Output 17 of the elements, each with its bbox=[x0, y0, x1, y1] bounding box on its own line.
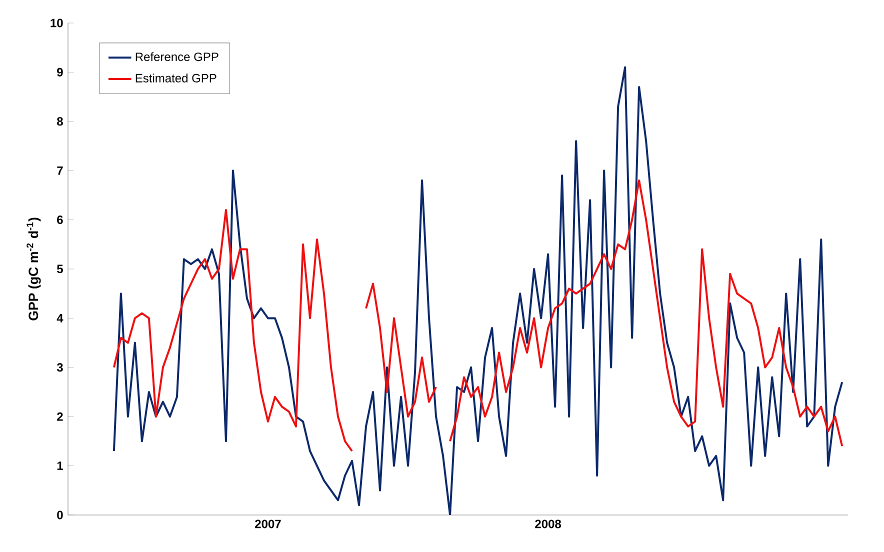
y-tick-label: 4 bbox=[56, 314, 64, 322]
y-tick-label: 6 bbox=[57, 216, 63, 224]
y-tick-label: 9 bbox=[57, 68, 63, 76]
x-tick-label: 2008 bbox=[535, 520, 562, 528]
line-series bbox=[112, 66, 844, 515]
y-tick-label: 5 bbox=[57, 264, 63, 274]
y-tick-label: 1 bbox=[57, 462, 63, 470]
y-tick-label: 3 bbox=[56, 363, 63, 372]
y-tick-label: 0 bbox=[57, 510, 63, 520]
y-tick-label: 7 bbox=[57, 166, 63, 175]
y-tick-label: 8 bbox=[57, 117, 63, 126]
legend-label: Reference GPP bbox=[136, 52, 218, 62]
legend-label: Estimated GPP bbox=[136, 74, 216, 82]
x-tick-label: 2007 bbox=[255, 520, 281, 528]
y-tick-label: 2 bbox=[57, 412, 63, 421]
y-axis-title: GPP (gC m$^{-2}$ d$^{-1}$) bbox=[26, 218, 41, 320]
y-tick-label: 10 bbox=[50, 18, 63, 28]
